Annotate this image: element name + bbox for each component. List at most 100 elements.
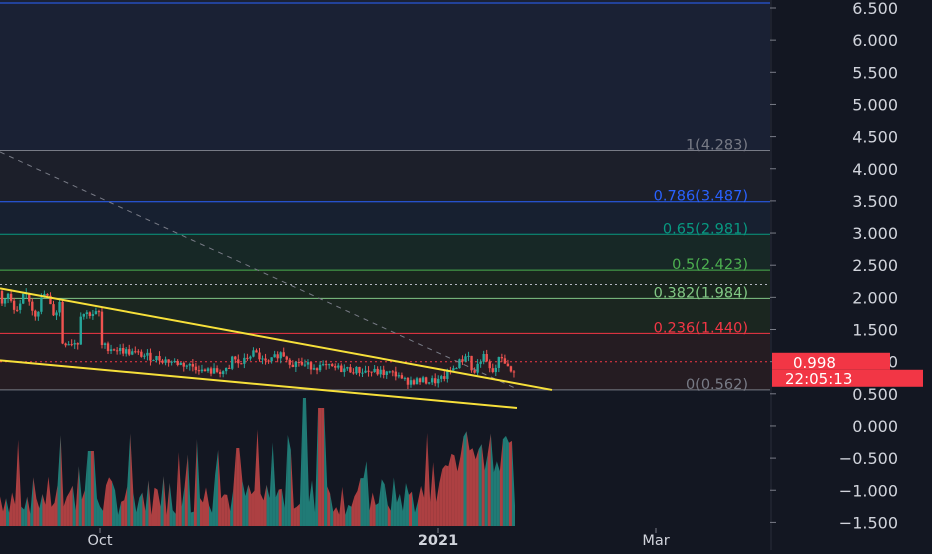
- volume-segment: [81, 490, 85, 526]
- candle-body: [382, 369, 385, 375]
- volume-segment: [369, 492, 373, 526]
- candle-body: [67, 344, 70, 346]
- candle-body: [88, 312, 92, 316]
- volume-segment: [278, 488, 282, 526]
- volume-segment: [263, 484, 267, 526]
- candle-body: [70, 344, 73, 346]
- volume-segment: [378, 479, 382, 526]
- candle-body: [125, 349, 128, 354]
- volume-segment: [327, 486, 331, 526]
- candle-body: [270, 357, 273, 362]
- volume-segment: [478, 444, 482, 526]
- volume-segment: [218, 449, 222, 526]
- candle-body: [424, 377, 428, 384]
- fib-label: 0(0.562): [686, 377, 748, 393]
- volume-segment: [354, 490, 358, 526]
- volume-segment: [36, 498, 40, 526]
- candle-body: [6, 293, 10, 300]
- candle-body: [118, 348, 122, 351]
- candle-body: [346, 367, 349, 369]
- candle-body: [327, 364, 331, 366]
- volume-segment: [172, 510, 176, 526]
- candle-body: [394, 371, 398, 377]
- volume-segment: [118, 501, 122, 526]
- volume-segment: [99, 506, 103, 526]
- y-tick-label: 4.000: [852, 160, 898, 179]
- candle-body: [388, 371, 391, 373]
- volume-segment: [284, 435, 288, 526]
- volume-segment: [469, 448, 473, 526]
- volume-segment: [375, 503, 379, 526]
- candle-body: [373, 368, 376, 373]
- candle-body: [94, 311, 98, 315]
- volume-segment: [463, 431, 467, 526]
- volume-segment: [266, 484, 270, 526]
- candle-body: [349, 367, 352, 373]
- y-tick-label: 6.500: [852, 0, 898, 18]
- volume-segment: [112, 481, 116, 526]
- volume-segment: [224, 494, 228, 526]
- volume-segment: [499, 439, 503, 526]
- candle-body: [79, 316, 82, 345]
- candle-body: [479, 361, 482, 364]
- candle-body: [291, 364, 295, 367]
- volume-segment: [15, 439, 19, 526]
- volume-segment: [315, 408, 319, 526]
- candle-body: [218, 371, 222, 375]
- fib-band: [0, 0, 770, 151]
- volume-segment: [196, 439, 200, 526]
- candle-body: [206, 368, 210, 372]
- candle-body: [249, 356, 252, 359]
- volume-segment: [63, 497, 67, 526]
- candle-body: [115, 350, 119, 352]
- volume-segment: [90, 451, 94, 526]
- candle-body: [224, 367, 228, 372]
- volume-segment: [239, 448, 243, 526]
- candle-body: [194, 366, 198, 371]
- volume-segment: [245, 484, 249, 526]
- candle-body: [297, 361, 301, 363]
- candle-body: [321, 364, 325, 366]
- candle-body: [494, 367, 497, 373]
- candle-body: [303, 364, 307, 366]
- candle-body: [31, 301, 34, 311]
- candle-body: [61, 301, 64, 344]
- y-tick-label: 0.500: [852, 385, 898, 404]
- candle-body: [106, 343, 110, 352]
- candle-body: [473, 370, 476, 373]
- volume-segment: [18, 439, 22, 526]
- candle-body: [279, 352, 282, 359]
- volume-segment: [508, 440, 512, 526]
- volume-segment: [221, 494, 225, 526]
- candle-body: [440, 376, 443, 379]
- volume-segment: [133, 492, 137, 526]
- candle-body: [352, 372, 355, 374]
- candle-body: [82, 314, 85, 317]
- candle-body: [446, 370, 449, 379]
- volume-segment: [169, 482, 173, 526]
- fib-band: [0, 201, 770, 235]
- candle-body: [452, 368, 455, 371]
- volume-segment: [481, 444, 485, 526]
- volume-segment: [448, 453, 452, 526]
- volume-segment: [345, 504, 349, 526]
- volume-segment: [511, 440, 515, 526]
- candle-body: [58, 301, 61, 313]
- candle-body: [173, 361, 176, 363]
- candle-body: [418, 378, 422, 383]
- volume-segment: [290, 449, 294, 526]
- volume-segment: [39, 493, 43, 526]
- channel-trendline: [0, 359, 518, 409]
- volume-segment: [145, 480, 149, 526]
- fib-label: 0.65(2.981): [663, 221, 748, 237]
- volume-segment: [109, 477, 113, 526]
- candle-body: [140, 351, 143, 357]
- candle-body: [243, 357, 246, 364]
- candle-body: [331, 364, 334, 367]
- volume-segment: [408, 491, 412, 526]
- volume-segment: [275, 489, 279, 526]
- candle-body: [285, 356, 288, 360]
- candle-body: [455, 368, 458, 370]
